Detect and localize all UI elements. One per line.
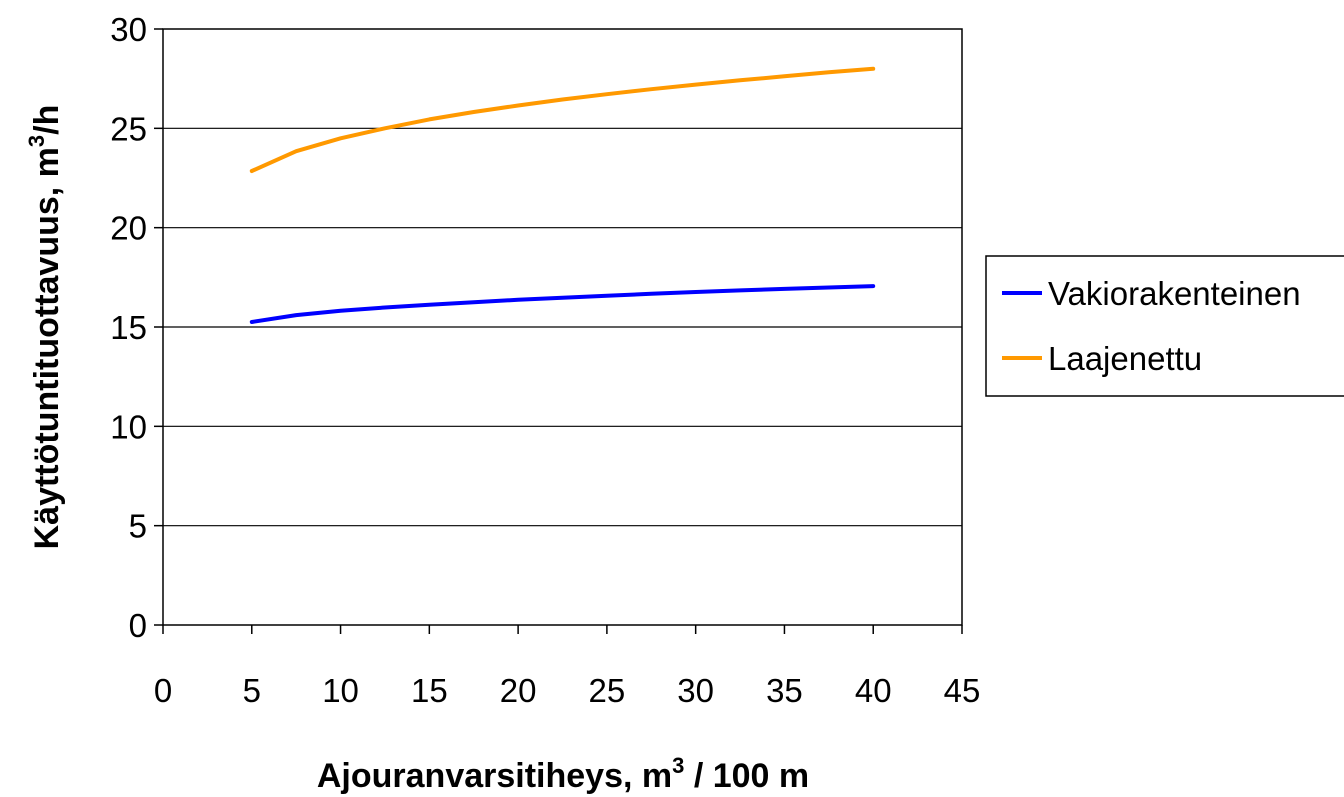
series-line-laajenettu [249,66,876,173]
y-tick-label: 15 [110,309,147,346]
x-tick-label: 25 [589,672,626,709]
y-tick-label: 30 [110,11,147,48]
y-axis-title: Käyttötuntituottavuus, m3/h [24,105,66,550]
legend-label-laajenettu: Laajenettu [1048,340,1202,377]
legend-box [985,255,1344,397]
series-lines [249,66,876,324]
x-tick-label: 35 [766,672,803,709]
legend-item-laajenettu: Laajenettu [1002,340,1202,377]
x-tick-label: 10 [322,672,359,709]
x-tick-label: 40 [855,672,892,709]
x-tick-label: 0 [154,672,172,709]
y-tick-label: 20 [110,210,147,247]
axes: 0 5 10 15 20 25 30 0 5 10 15 20 25 30 35 40 45 [110,11,980,709]
y-tick-label: 0 [129,607,147,644]
legend-item-vakiorakenteinen: Vakiorakenteinen [1002,275,1301,312]
y-tick-label: 25 [110,110,147,147]
x-axis-title: Ajouranvarsitiheys, m3 / 100 m [317,753,809,795]
x-tick-label: 20 [500,672,537,709]
gridlines [163,127,962,527]
y-tick-label: 10 [110,408,147,445]
legend-label-vakiorakenteinen: Vakiorakenteinen [1048,275,1301,312]
x-tick-label: 30 [677,672,714,709]
y-tick-label: 5 [129,508,147,545]
x-tick-label: 15 [411,672,448,709]
series-line-vakiorakenteinen [249,284,876,324]
legend: Vakiorakenteinen Laajenettu [985,255,1344,397]
x-tick-label: 5 [243,672,261,709]
x-tick-label: 45 [944,672,981,709]
